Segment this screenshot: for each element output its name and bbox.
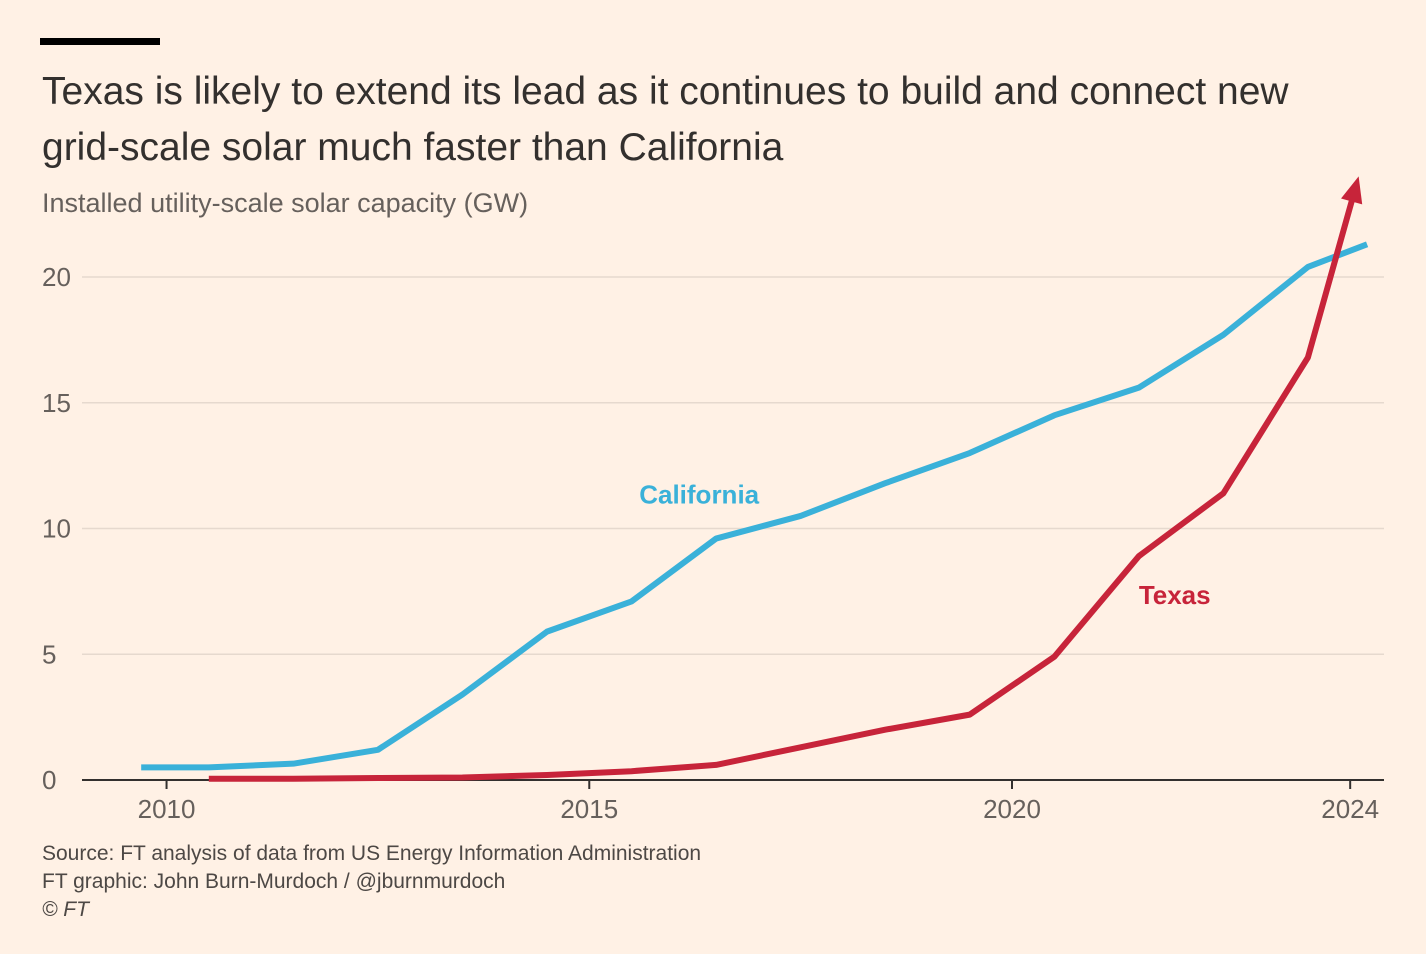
source-note: Source: FT analysis of data from US Ener…	[42, 842, 702, 865]
chart-footer: Source: FT analysis of data from US Ener…	[42, 840, 701, 924]
gridlines	[82, 276, 1384, 655]
ft-top-rule	[40, 38, 160, 45]
california-series-label: California	[639, 479, 759, 509]
texas-series-label: Texas	[1139, 580, 1211, 610]
x-tick-label-2024: 2024	[1321, 794, 1379, 824]
texas-line	[208, 189, 1358, 782]
x-tick-label-2020: 2020	[983, 794, 1041, 824]
y-tick-label-5: 5	[42, 639, 56, 669]
y-tick-label-15: 15	[42, 388, 71, 418]
x-tick-label-2015: 2015	[560, 794, 618, 824]
series	[141, 176, 1369, 782]
x-tick-label-2010: 2010	[138, 794, 196, 824]
chart-subtitle: Installed utility-scale solar capacity (…	[42, 188, 529, 218]
y-tick-label-10: 10	[42, 514, 71, 544]
graphic-credit: FT graphic: John Burn-Murdoch / @jburnmu…	[42, 870, 506, 893]
copyright: © FT	[42, 898, 89, 921]
chart-title: Texas is likely to extend its lead as it…	[42, 70, 1289, 169]
y-tick-label-20: 20	[42, 262, 71, 292]
y-tick-label-0: 0	[42, 765, 56, 795]
california-line	[141, 241, 1369, 771]
labels: 0 5 10 15 20 2010 2015 2020 2024 California Texas	[42, 262, 1379, 824]
